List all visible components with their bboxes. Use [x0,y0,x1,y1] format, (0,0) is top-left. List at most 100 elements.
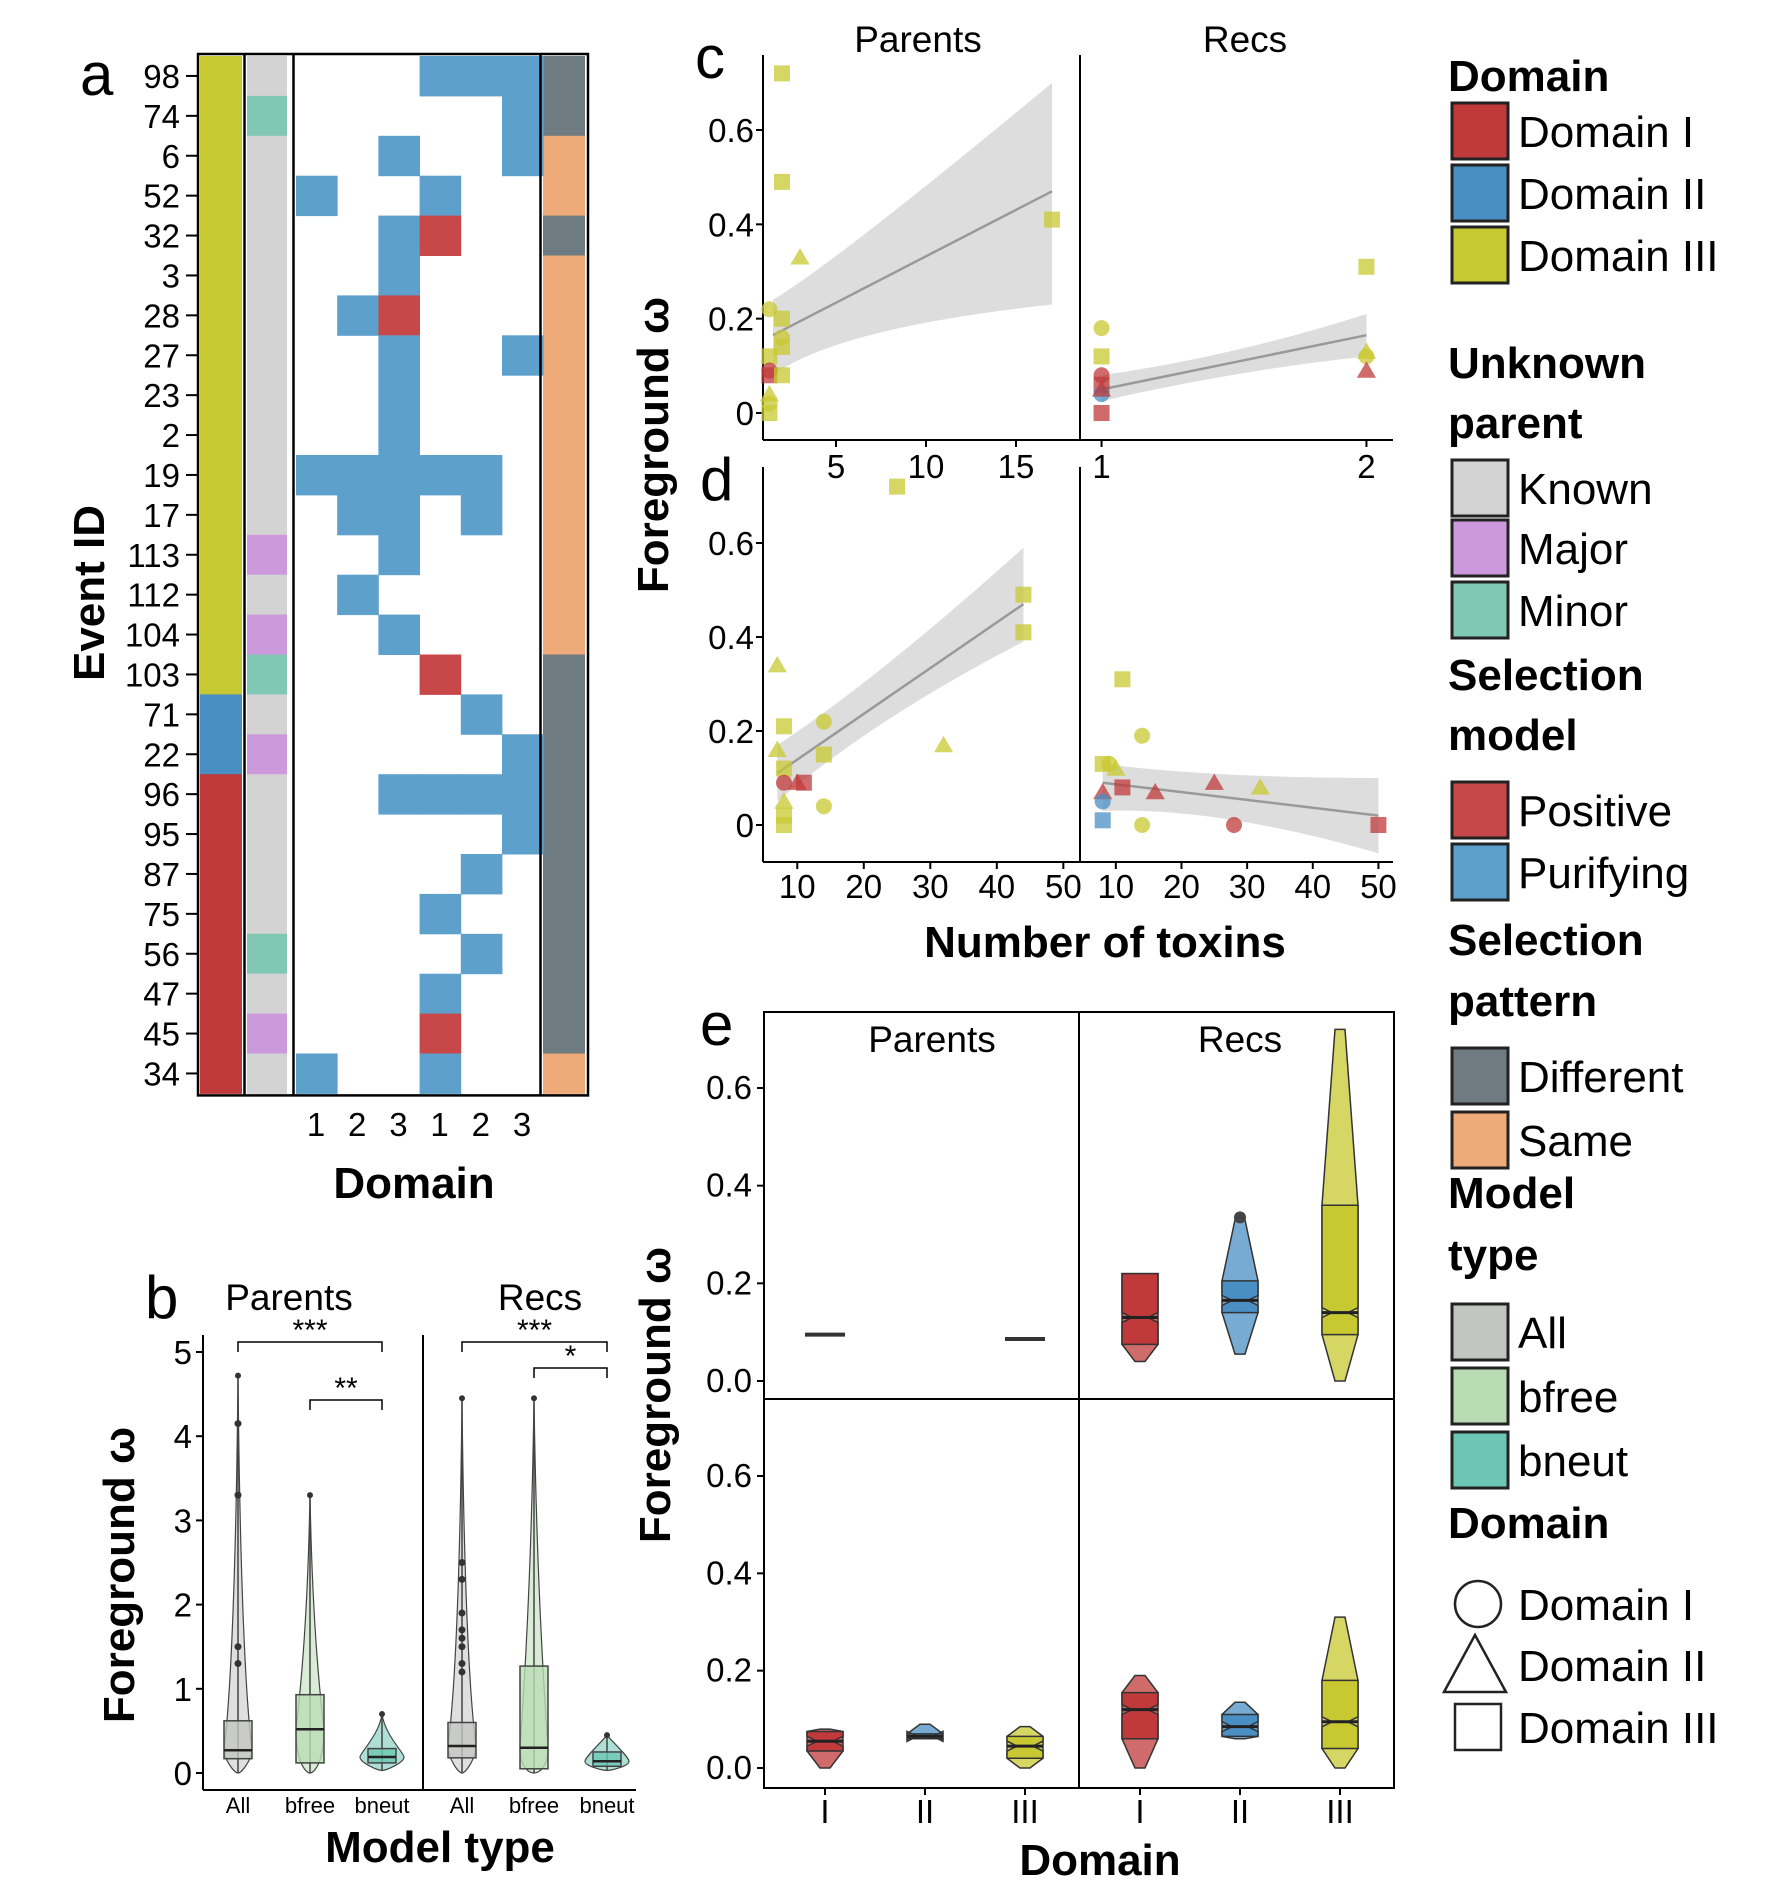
data-point-square [774,173,790,190]
heatmap-cell [378,335,420,376]
confidence-band [1101,313,1367,402]
pattern-strip-cell [543,135,585,177]
box-bneut [367,1747,397,1764]
significance-label: *** [292,1314,327,1347]
data-point-square [774,310,790,327]
x-tick-label: 2 [1357,448,1375,485]
x-tick-label: 1 [1092,448,1110,485]
y-tick-label: 0.2 [708,713,754,750]
heatmap-cell [296,175,338,217]
event-id-label: 27 [143,337,180,374]
data-point-square [795,774,812,791]
significance-label: * [565,1340,577,1373]
event-id-label: 2 [162,417,180,454]
facet-strip-label: Recs [1203,19,1287,60]
y-tick-label: 0 [174,1755,192,1792]
notched-box [1221,1280,1259,1314]
domain-strip-cell [200,654,242,695]
significance-label: ** [334,1372,358,1405]
event-id-label: 103 [125,656,180,693]
event-id-label: 6 [162,138,180,175]
confidence-band [777,547,1024,802]
x-tick-label: 50 [1360,868,1397,905]
event-id-label: 32 [143,218,180,255]
domain-strip-cell [200,415,242,456]
parent-strip-cell [247,694,287,735]
event-id-label: 113 [127,537,180,574]
domain-strip-cell [200,1013,242,1054]
pattern-strip-cell [543,933,585,975]
pattern-strip-cell [543,1053,585,1094]
legend-title: Domain [1448,1499,1609,1548]
heatmap-cell [337,574,379,616]
parent-strip-cell [247,1053,287,1094]
data-point-triangle [767,740,787,757]
pattern-strip-cell [543,215,585,256]
outlier-point [458,1559,466,1566]
data-point-square [774,338,790,355]
outlier-point [458,1575,466,1583]
heatmap-cell [419,654,462,695]
pattern-strip-cell [543,335,585,376]
data-point-square [1093,405,1110,421]
pattern-strip-cell [543,415,585,456]
heatmap-cell [460,854,503,895]
domain-strip-cell [200,734,242,775]
domain-strip-cell [200,534,242,576]
y-tick-label: 0.2 [708,301,754,338]
legend-swatch [1450,1110,1510,1170]
facet-strip-label: Recs [498,1277,582,1318]
x-tick-label: II [916,1793,934,1830]
outlier-point [458,1634,466,1642]
y-axis-title: Foreground ω [95,1427,144,1723]
heatmap-cell [419,774,462,815]
parent-strip-cell [247,95,287,137]
domain-column-label: 1 [430,1106,448,1143]
domain-strip-cell [200,814,242,855]
box-All [447,1721,477,1759]
notched-box [1321,1679,1359,1750]
x-tick-label: bfree [285,1793,335,1818]
legend-item-label: Same [1518,1117,1633,1166]
data-point-circle [1226,817,1242,833]
data-point-triangle [1250,778,1270,795]
domain-strip-cell [200,335,242,376]
legend-shape-triangle [1441,1632,1509,1694]
parent-strip-cell [247,135,287,177]
legend-item-label: Domain II [1518,170,1706,219]
legend-swatch [1450,518,1510,578]
legend-title: Selection [1448,651,1644,700]
legend-swatch [1450,101,1510,161]
y-tick-label: 0 [736,807,754,844]
heatmap-cell [419,175,462,217]
x-tick-label: 40 [1294,868,1331,905]
pattern-strip-cell [543,95,585,137]
x-axis-title: Model type [325,1823,555,1872]
heatmap-cell [337,455,379,496]
legend-item-label: Positive [1518,787,1672,836]
parent-strip-cell [247,854,287,895]
event-id-label: 95 [143,816,180,853]
event-id-label: 112 [127,577,180,614]
x-tick-label: I [820,1793,829,1830]
x-tick-label: 20 [845,868,882,905]
y-tick-label: 0 [736,395,754,432]
legend-title: Unknown [1448,339,1646,388]
y-axis-title: Foreground ω [629,297,678,593]
heatmap-cell [378,375,420,416]
legend-item-label: Domain III [1518,232,1719,281]
parent-strip-cell [247,56,287,97]
event-id-label: 98 [143,58,180,95]
event-id-label: 28 [143,297,180,334]
legend-title: parent [1448,399,1583,448]
domain-strip-cell [200,375,242,416]
legend-title: type [1448,1231,1538,1280]
pattern-strip-cell [543,973,585,1015]
regression-line [772,190,1053,337]
parent-strip-cell [247,654,287,695]
parent-strip-cell [247,1013,287,1054]
significance-bracket [461,1341,608,1352]
facet-strip-label: Parents [868,1019,996,1060]
